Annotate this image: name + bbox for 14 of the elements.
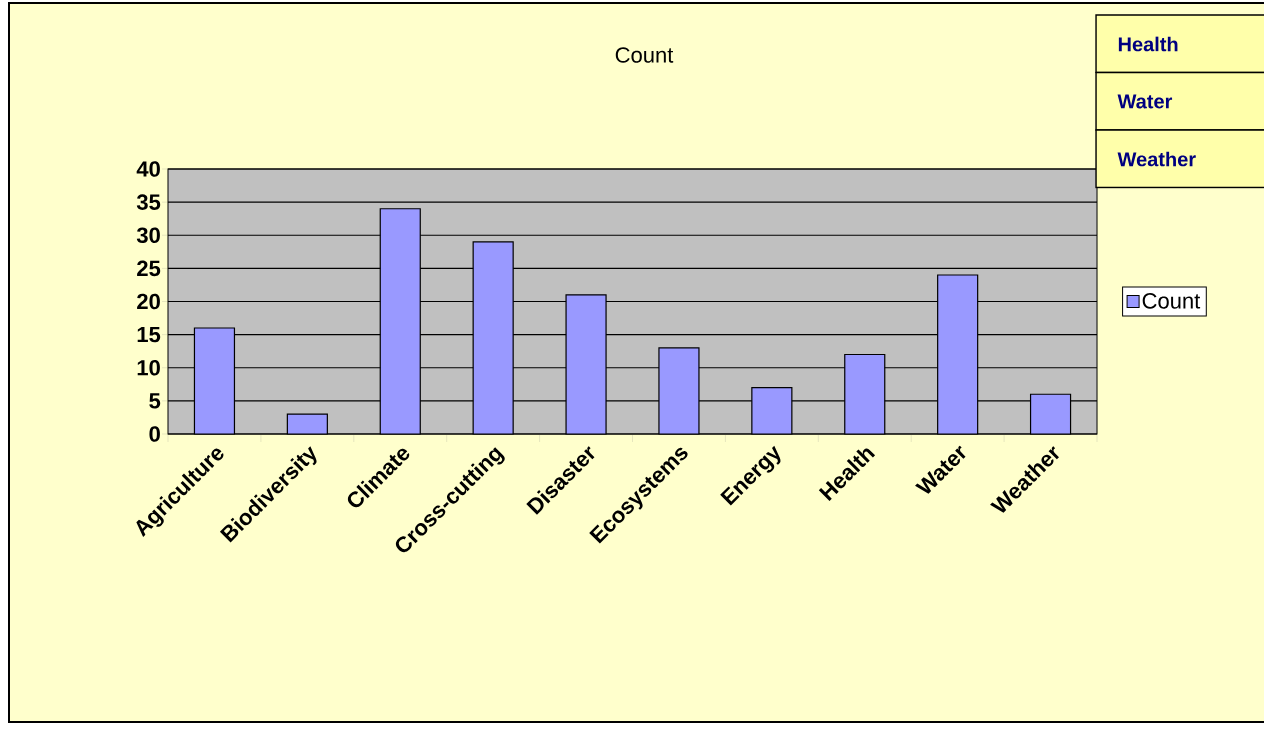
y-tick-label: 0 <box>149 426 160 442</box>
y-tick-label: 25 <box>137 260 161 277</box>
y-tick-label: 30 <box>136 227 160 244</box>
y-tick-label: 5 <box>149 393 161 409</box>
y-tick-label: 15 <box>137 326 161 343</box>
chart-title: Count <box>615 47 674 63</box>
y-tick-label: 20 <box>137 293 160 310</box>
y-tick-label: 10 <box>137 359 160 376</box>
y-tick-label: 40 <box>136 161 160 177</box>
text: Weather <box>1117 151 1196 167</box>
text: Water <box>1117 94 1173 109</box>
y-tick-label: 35 <box>136 194 161 210</box>
legend-label: Count <box>1142 293 1201 309</box>
text: Health <box>1118 36 1178 52</box>
